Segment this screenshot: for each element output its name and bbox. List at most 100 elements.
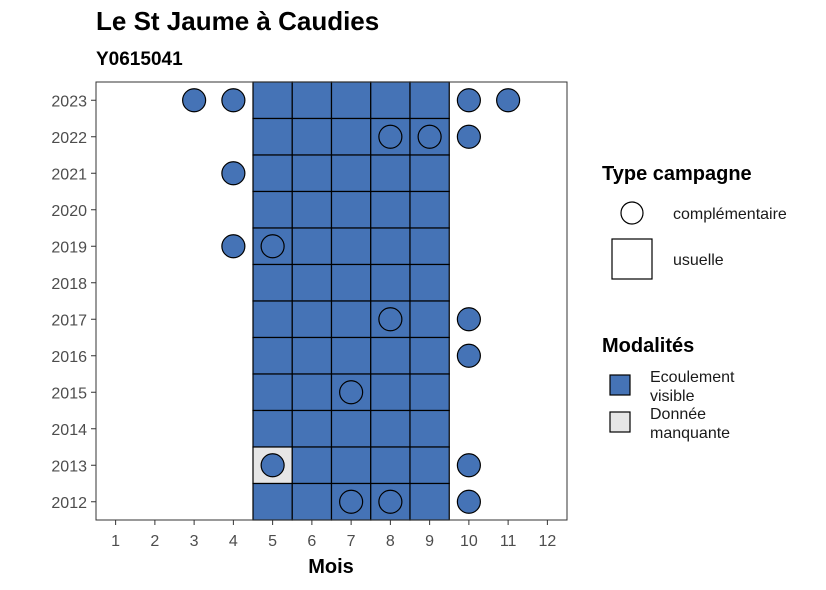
legend-complementaire-label: complémentaire bbox=[673, 206, 787, 223]
point-2022-10 bbox=[456, 124, 481, 149]
legend-usuelle-key bbox=[611, 238, 653, 280]
tile-2021-7 bbox=[330, 154, 372, 193]
point-2019-4 bbox=[221, 234, 246, 259]
tile-2015-5 bbox=[252, 373, 293, 412]
tile-2014-6 bbox=[291, 409, 333, 448]
legend-type-campagne-title: Type campagne bbox=[602, 163, 752, 185]
tile-2019-8 bbox=[370, 227, 411, 266]
point-2023-4 bbox=[221, 88, 246, 113]
tile-2023-9 bbox=[409, 81, 450, 120]
tile-2013-8 bbox=[370, 446, 411, 485]
tile-2016-5 bbox=[252, 336, 293, 375]
tile-2023-7 bbox=[330, 81, 372, 120]
y-tick-label-2015: 2015 bbox=[51, 385, 87, 402]
tile-2012-9 bbox=[409, 482, 450, 521]
tile-2020-8 bbox=[370, 190, 411, 229]
y-tick-label-2022: 2022 bbox=[51, 130, 87, 147]
x-tick-label-6: 6 bbox=[307, 533, 316, 550]
y-tick-label-2019: 2019 bbox=[51, 239, 87, 256]
tile-2018-7 bbox=[330, 263, 372, 302]
tile-2023-5 bbox=[252, 81, 293, 120]
y-axis: 2012 2013 2014 2015 2016 2017 2018 2019 2020 2021… bbox=[51, 93, 96, 512]
y-tick-label-2016: 2016 bbox=[51, 349, 87, 366]
x-tick-label-2: 2 bbox=[150, 533, 159, 550]
tile-2019-6 bbox=[291, 227, 333, 266]
point-2013-5 bbox=[260, 453, 285, 478]
tile-2020-5 bbox=[252, 190, 293, 229]
x-tick-label-12: 12 bbox=[538, 533, 556, 550]
tile-2016-9 bbox=[409, 336, 450, 375]
legend-modalites: Modalités Ecoulement visible Donnée manq… bbox=[602, 335, 735, 442]
point-2019-5 bbox=[260, 234, 285, 259]
y-tick-label-2020: 2020 bbox=[51, 203, 87, 220]
point-2023-11 bbox=[496, 88, 521, 113]
tile-2015-8 bbox=[370, 373, 411, 412]
tile-2023-6 bbox=[291, 81, 333, 120]
tile-2021-5 bbox=[252, 154, 293, 193]
point-2012-10 bbox=[456, 489, 481, 514]
legend-ecoulement-visible-line2: visible bbox=[650, 388, 695, 405]
legend-type-campagne: Type campagne complémentaire usuelle bbox=[602, 163, 787, 280]
tile-2013-6 bbox=[291, 446, 333, 485]
points-layer bbox=[182, 88, 521, 514]
chart-subtitle: Y0615041 bbox=[96, 49, 183, 70]
tile-2014-8 bbox=[370, 409, 411, 448]
tile-2016-6 bbox=[291, 336, 333, 375]
x-tick-label-9: 9 bbox=[425, 533, 434, 550]
legend-donnee-manquante-label: Donnée manquante bbox=[650, 406, 730, 442]
legend-donnee-manquante-key bbox=[609, 411, 631, 433]
tile-2018-6 bbox=[291, 263, 333, 302]
tile-2017-6 bbox=[291, 300, 333, 339]
y-tick-label-2017: 2017 bbox=[51, 312, 87, 329]
legend-donnee-manquante-line1: Donnée bbox=[650, 406, 706, 423]
tile-2014-7 bbox=[330, 409, 372, 448]
tile-2022-7 bbox=[330, 117, 372, 156]
tile-2018-8 bbox=[370, 263, 411, 302]
tiles-layer bbox=[252, 81, 450, 521]
tile-2017-7 bbox=[330, 300, 372, 339]
tile-2014-5 bbox=[252, 409, 293, 448]
tile-2012-5 bbox=[252, 482, 293, 521]
x-axis-title: Mois bbox=[308, 556, 354, 578]
y-tick-label-2018: 2018 bbox=[51, 276, 87, 293]
plot-border bbox=[95, 81, 568, 521]
tile-2022-6 bbox=[291, 117, 333, 156]
legend-complementaire-key bbox=[620, 201, 644, 225]
point-2023-3 bbox=[182, 88, 207, 113]
y-tick-label-2021: 2021 bbox=[51, 166, 87, 183]
tile-2023-8 bbox=[370, 81, 411, 120]
tile-2019-7 bbox=[330, 227, 372, 266]
x-tick-label-3: 3 bbox=[190, 533, 199, 550]
point-2022-8 bbox=[378, 124, 403, 149]
y-tick-label-2014: 2014 bbox=[51, 422, 87, 439]
tile-2021-6 bbox=[291, 154, 333, 193]
legend-usuelle-label: usuelle bbox=[673, 252, 724, 269]
point-2017-8 bbox=[378, 307, 403, 332]
x-axis: 1 2 3 4 5 6 7 8 9 10 11 12 bbox=[111, 520, 556, 550]
x-tick-label-11: 11 bbox=[500, 533, 517, 550]
point-2012-7 bbox=[339, 489, 364, 514]
x-tick-label-4: 4 bbox=[229, 533, 238, 550]
tile-2021-9 bbox=[409, 154, 450, 193]
x-tick-label-8: 8 bbox=[386, 533, 395, 550]
point-2012-8 bbox=[378, 489, 403, 514]
point-2015-7 bbox=[339, 380, 364, 405]
tile-2013-9 bbox=[409, 446, 450, 485]
point-2023-10 bbox=[456, 88, 481, 113]
tile-2017-9 bbox=[409, 300, 450, 339]
tile-2020-7 bbox=[330, 190, 372, 229]
x-tick-label-5: 5 bbox=[268, 533, 277, 550]
y-tick-label-2012: 2012 bbox=[51, 495, 87, 512]
point-2021-4 bbox=[221, 161, 246, 186]
tile-2021-8 bbox=[370, 154, 411, 193]
y-tick-label-2023: 2023 bbox=[51, 93, 87, 110]
tile-2013-7 bbox=[330, 446, 372, 485]
tile-2016-7 bbox=[330, 336, 372, 375]
tile-2015-9 bbox=[409, 373, 450, 412]
tile-2014-9 bbox=[409, 409, 450, 448]
tile-2015-6 bbox=[291, 373, 333, 412]
y-tick-label-2013: 2013 bbox=[51, 458, 87, 475]
tile-2016-8 bbox=[370, 336, 411, 375]
point-2013-10 bbox=[456, 453, 481, 478]
